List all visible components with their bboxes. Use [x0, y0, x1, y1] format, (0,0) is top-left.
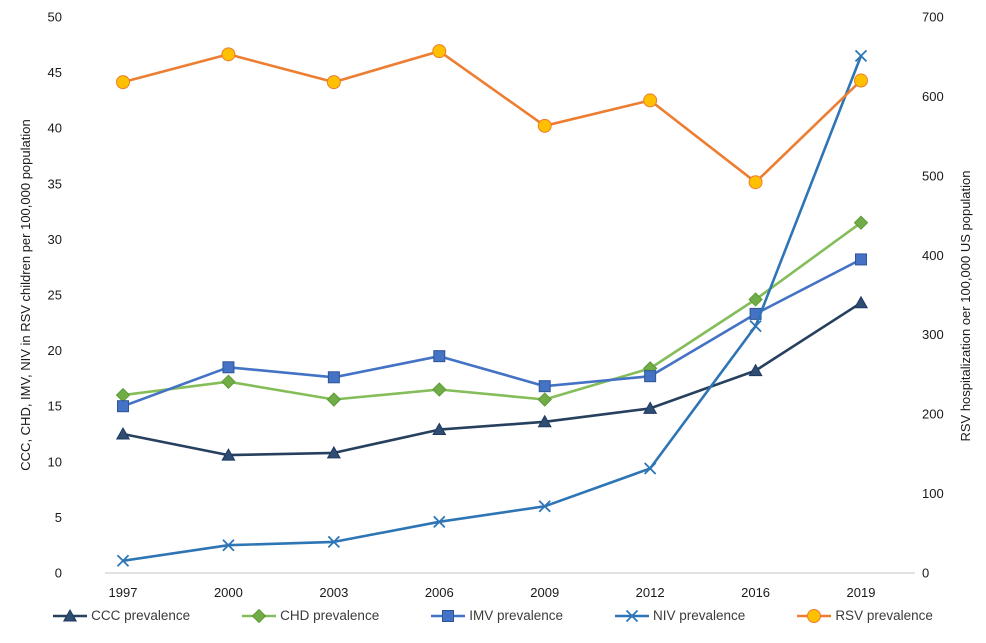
series-marker-square: [117, 400, 129, 413]
x-axis-tick: 2019: [847, 585, 876, 600]
series-marker-x: [644, 462, 657, 475]
series-marker-triangle: [221, 448, 236, 461]
series-marker-circle: [221, 47, 236, 62]
series-marker-x: [854, 49, 868, 63]
series-rsv: [116, 44, 868, 190]
legend-marker-chd: [242, 608, 277, 623]
series-marker-diamond: [432, 382, 447, 397]
right-axis-tick: 400: [922, 248, 944, 263]
series-marker-circle: [326, 75, 341, 90]
series-marker-circle: [537, 118, 552, 133]
series-marker-square: [538, 380, 551, 393]
right-axis-tick: 300: [922, 327, 944, 342]
series-line-chd: [122, 221, 862, 401]
series-line-rsv: [122, 49, 862, 184]
series-marker-diamond: [748, 292, 763, 307]
series-line-imv: [122, 258, 862, 408]
series-marker-triangle: [643, 401, 658, 414]
series-imv: [117, 253, 867, 413]
x-axis-tick: 1997: [109, 585, 138, 600]
series-marker-x: [222, 539, 235, 552]
legend-item-imv: IMV prevalence: [431, 608, 563, 623]
left-axis-tick: 40: [48, 121, 62, 136]
series-marker-diamond: [221, 374, 236, 389]
x-axis-tick: 2006: [425, 585, 454, 600]
series-marker-circle: [807, 608, 822, 623]
series-marker-circle: [432, 44, 447, 59]
legend-marker-rsv: [797, 608, 832, 623]
series-marker-square: [644, 370, 657, 383]
legend-marker-niv: [615, 609, 649, 622]
series-marker-x: [116, 554, 130, 567]
series-marker-x: [327, 535, 340, 549]
legend-label-ccc: CCC prevalence: [91, 608, 191, 623]
legend-label-imv: IMV prevalence: [469, 608, 563, 623]
x-axis-tick: 2016: [741, 585, 770, 600]
right-axis-title: RSV hospitalization oer 100,000 US popul…: [958, 170, 973, 442]
series-marker-circle: [748, 175, 763, 190]
left-axis-tick: 35: [48, 176, 62, 191]
legend-label-chd: CHD prevalence: [280, 608, 380, 623]
left-axis-tick: 50: [48, 10, 62, 25]
x-axis-tick: 2003: [319, 585, 348, 600]
series-line-niv: [122, 55, 863, 563]
legend-marker-ccc: [53, 608, 88, 621]
legend-item-rsv: RSV prevalence: [797, 608, 933, 623]
series-marker-diamond: [326, 392, 342, 407]
right-axis-tick: 700: [922, 10, 944, 25]
legend-label-rsv: RSV prevalence: [835, 608, 933, 623]
series-marker-triangle: [748, 363, 763, 377]
right-axis-tick: 100: [922, 486, 944, 501]
x-axis-tick: 2000: [214, 585, 243, 600]
series-marker-diamond: [251, 608, 267, 623]
left-axis-tick: 15: [48, 399, 62, 414]
series-marker-x: [749, 319, 762, 333]
right-axis-tick: 600: [922, 89, 944, 104]
x-axis-tick: 2012: [636, 585, 665, 600]
series-marker-triangle: [326, 445, 341, 459]
series-marker-triangle: [537, 414, 552, 428]
series-marker-triangle: [853, 295, 869, 309]
right-axis-tick: 0: [922, 566, 929, 581]
series-marker-circle: [643, 93, 658, 108]
legend-marker-imv: [431, 609, 466, 622]
series-marker-x: [625, 609, 639, 622]
left-axis-tick: 5: [55, 510, 62, 525]
series-marker-circle: [854, 73, 868, 88]
series-marker-circle: [116, 75, 130, 90]
series-marker-diamond: [537, 392, 552, 407]
legend-item-niv: NIV prevalence: [615, 608, 745, 623]
left-axis-tick: 45: [48, 65, 62, 80]
x-axis-tick: 2009: [530, 585, 559, 600]
series-marker-square: [327, 371, 340, 384]
left-axis-tick: 25: [48, 288, 62, 303]
series-marker-square: [433, 350, 446, 363]
left-axis-tick: 30: [48, 232, 62, 247]
left-axis-title: CCC, CHD, IMV, NIV in RSV children per 1…: [18, 119, 33, 471]
legend-item-chd: CHD prevalence: [242, 608, 379, 623]
series-marker-x: [538, 500, 551, 513]
series-marker-x: [433, 515, 446, 528]
legend-item-ccc: CCC prevalence: [53, 608, 190, 623]
series-marker-triangle: [115, 426, 131, 440]
series-niv: [116, 49, 868, 567]
left-axis-tick: 0: [55, 566, 62, 581]
series-marker-square: [855, 253, 867, 266]
right-axis-tick: 500: [922, 168, 944, 183]
legend-label-niv: NIV prevalence: [653, 608, 746, 623]
series-marker-diamond: [853, 215, 869, 230]
series-line-ccc: [122, 301, 862, 457]
series-ccc: [115, 295, 869, 461]
series-marker-triangle: [63, 608, 78, 621]
legend: CCC prevalence CHD prevalence IMV prevalen…: [0, 608, 986, 623]
right-axis-tick: 200: [922, 407, 944, 422]
left-axis-tick: 20: [48, 343, 62, 358]
series-marker-square: [222, 361, 235, 374]
left-axis-tick: 10: [48, 454, 62, 469]
series-marker-square: [442, 609, 455, 622]
series-marker-triangle: [432, 422, 447, 436]
series-marker-diamond: [115, 387, 131, 403]
